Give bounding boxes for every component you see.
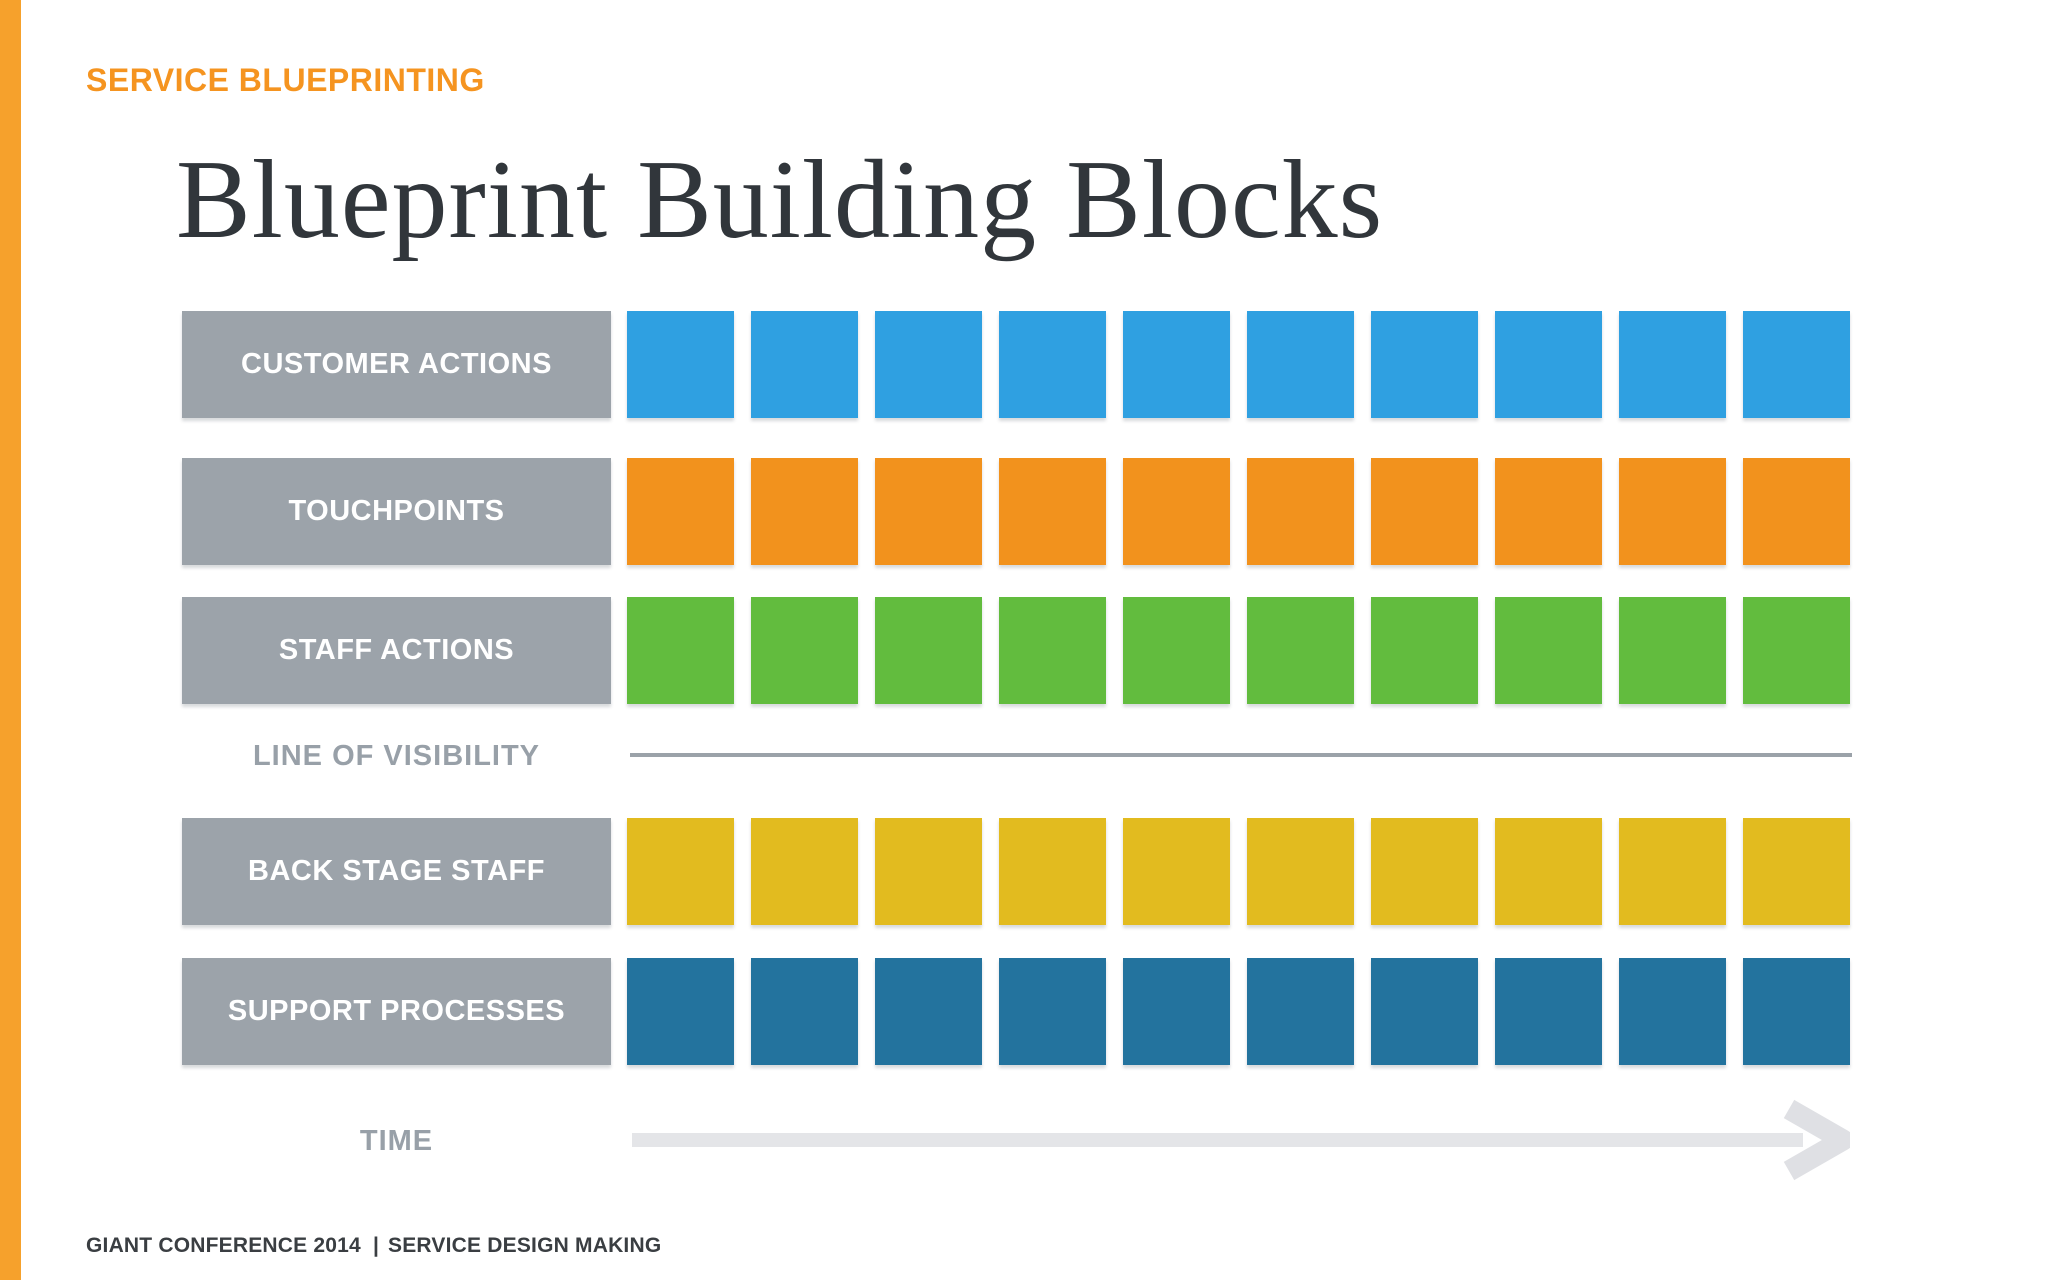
row-label-back-stage-staff: BACK STAGE STAFF	[182, 818, 611, 925]
row-customer-actions: CUSTOMER ACTIONS	[0, 311, 2048, 418]
block	[1743, 597, 1850, 704]
block	[1371, 958, 1478, 1065]
block	[1247, 597, 1354, 704]
blocks-customer-actions	[627, 311, 1850, 418]
block	[999, 311, 1106, 418]
left-accent-bar	[0, 0, 21, 1280]
block	[1123, 818, 1230, 925]
block	[1619, 958, 1726, 1065]
block	[875, 818, 982, 925]
block	[875, 958, 982, 1065]
block	[1247, 818, 1354, 925]
footer-subtitle: SERVICE DESIGN MAKING	[388, 1234, 662, 1257]
line-of-visibility-rule	[630, 753, 1852, 757]
row-label-customer-actions: CUSTOMER ACTIONS	[182, 311, 611, 418]
block	[1743, 958, 1850, 1065]
block	[627, 597, 734, 704]
blocks-touchpoints	[627, 458, 1850, 565]
block	[999, 597, 1106, 704]
block	[1123, 311, 1230, 418]
kicker-text: SERVICE BLUEPRINTING	[86, 62, 485, 98]
block	[1495, 818, 1602, 925]
block	[751, 958, 858, 1065]
blocks-back-stage-staff	[627, 818, 1850, 925]
block	[875, 311, 982, 418]
block	[1123, 458, 1230, 565]
block	[1371, 311, 1478, 418]
block	[1619, 458, 1726, 565]
row-back-stage-staff: BACK STAGE STAFF	[0, 818, 2048, 925]
block	[1495, 311, 1602, 418]
block	[1247, 958, 1354, 1065]
line-of-visibility-label: LINE OF VISIBILITY	[252, 739, 541, 772]
block	[627, 818, 734, 925]
block	[999, 818, 1106, 925]
block	[751, 458, 858, 565]
block	[627, 958, 734, 1065]
row-support-processes: SUPPORT PROCESSES	[0, 958, 2048, 1065]
footer-separator: |	[372, 1234, 380, 1257]
block	[1247, 311, 1354, 418]
block	[751, 597, 858, 704]
row-label-staff-actions: STAFF ACTIONS	[182, 597, 611, 704]
block	[627, 458, 734, 565]
footer-conference: GIANT CONFERENCE 2014	[86, 1234, 361, 1257]
block	[1743, 311, 1850, 418]
blocks-staff-actions	[627, 597, 1850, 704]
row-touchpoints: TOUCHPOINTS	[0, 458, 2048, 565]
block	[1123, 958, 1230, 1065]
block	[1371, 458, 1478, 565]
block	[1371, 597, 1478, 704]
arrow-right-icon	[632, 1099, 1850, 1181]
row-label-support-processes: SUPPORT PROCESSES	[182, 958, 611, 1065]
block	[875, 458, 982, 565]
block	[1743, 458, 1850, 565]
blocks-support-processes	[627, 958, 1850, 1065]
block	[751, 818, 858, 925]
block	[1371, 818, 1478, 925]
footer-text: GIANT CONFERENCE 2014 | SERVICE DESIGN MAK…	[86, 1234, 661, 1258]
row-label-touchpoints: TOUCHPOINTS	[182, 458, 611, 565]
block	[999, 958, 1106, 1065]
row-line-of-visibility: LINE OF VISIBILITY	[0, 739, 2048, 773]
block	[875, 597, 982, 704]
block	[1495, 458, 1602, 565]
block	[999, 458, 1106, 565]
row-staff-actions: STAFF ACTIONS	[0, 597, 2048, 704]
block	[1743, 818, 1850, 925]
block	[1619, 597, 1726, 704]
block	[751, 311, 858, 418]
page-title: Blueprint Building Blocks	[176, 138, 1384, 262]
row-time: TIME	[0, 1096, 2048, 1186]
block	[1619, 818, 1726, 925]
block	[627, 311, 734, 418]
block	[1123, 597, 1230, 704]
block	[1495, 597, 1602, 704]
block	[1495, 958, 1602, 1065]
block	[1619, 311, 1726, 418]
block	[1247, 458, 1354, 565]
time-label: TIME	[359, 1124, 434, 1157]
